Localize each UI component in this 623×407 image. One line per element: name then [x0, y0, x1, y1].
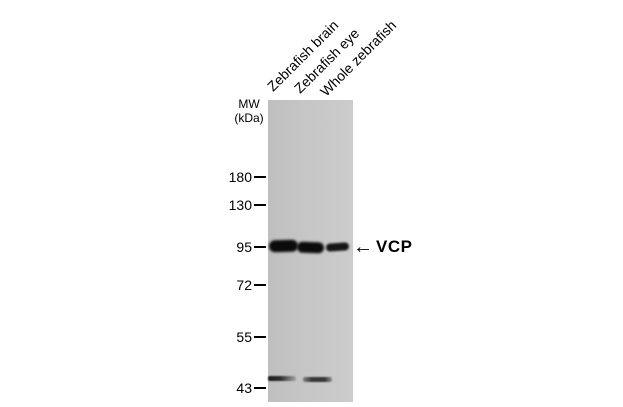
marker-label-55: 55	[236, 329, 252, 345]
marker-tick-72	[254, 284, 266, 286]
marker-tick-55	[254, 336, 266, 338]
marker-label-43: 43	[236, 380, 252, 396]
band-faint-lane1	[268, 376, 296, 381]
vcp-annotation: ← VCP	[353, 236, 412, 258]
marker-tick-130	[254, 204, 266, 206]
band-vcp-lane1	[268, 239, 299, 253]
kda-unit-label: (kDa)	[234, 111, 264, 125]
marker-label-130: 130	[228, 197, 252, 213]
marker-tick-43	[254, 387, 266, 389]
band-vcp-lane3	[325, 242, 350, 252]
marker-label-72: 72	[236, 277, 252, 293]
band-faint-lane2	[303, 377, 332, 382]
band-vcp-lane2	[296, 241, 325, 254]
marker-tick-95	[254, 246, 266, 248]
marker-label-95: 95	[236, 239, 252, 255]
vcp-label: VCP	[376, 237, 413, 256]
marker-label-180: 180	[228, 169, 252, 185]
mw-label: MW	[238, 97, 260, 111]
marker-tick-180	[254, 176, 266, 178]
mw-axis-title: MW (kDa)	[226, 97, 272, 125]
arrow-left-icon: ←	[353, 236, 373, 258]
